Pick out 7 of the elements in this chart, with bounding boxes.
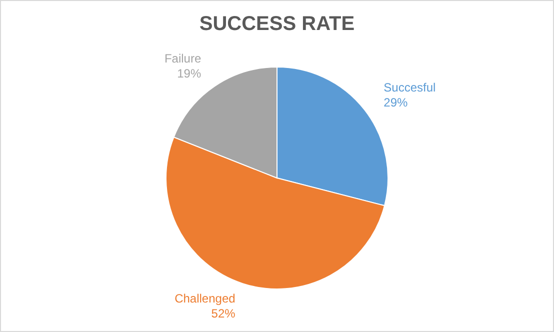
- slice-label: Failure: [164, 51, 202, 66]
- data-label: 52%: [211, 306, 236, 320]
- chart-title: SUCCESS RATE: [199, 13, 355, 35]
- data-label: 19%: [177, 66, 202, 80]
- slice-label: Challenged: [174, 291, 236, 306]
- slice-label: Succesful: [384, 80, 436, 94]
- data-label: 29%: [384, 95, 408, 110]
